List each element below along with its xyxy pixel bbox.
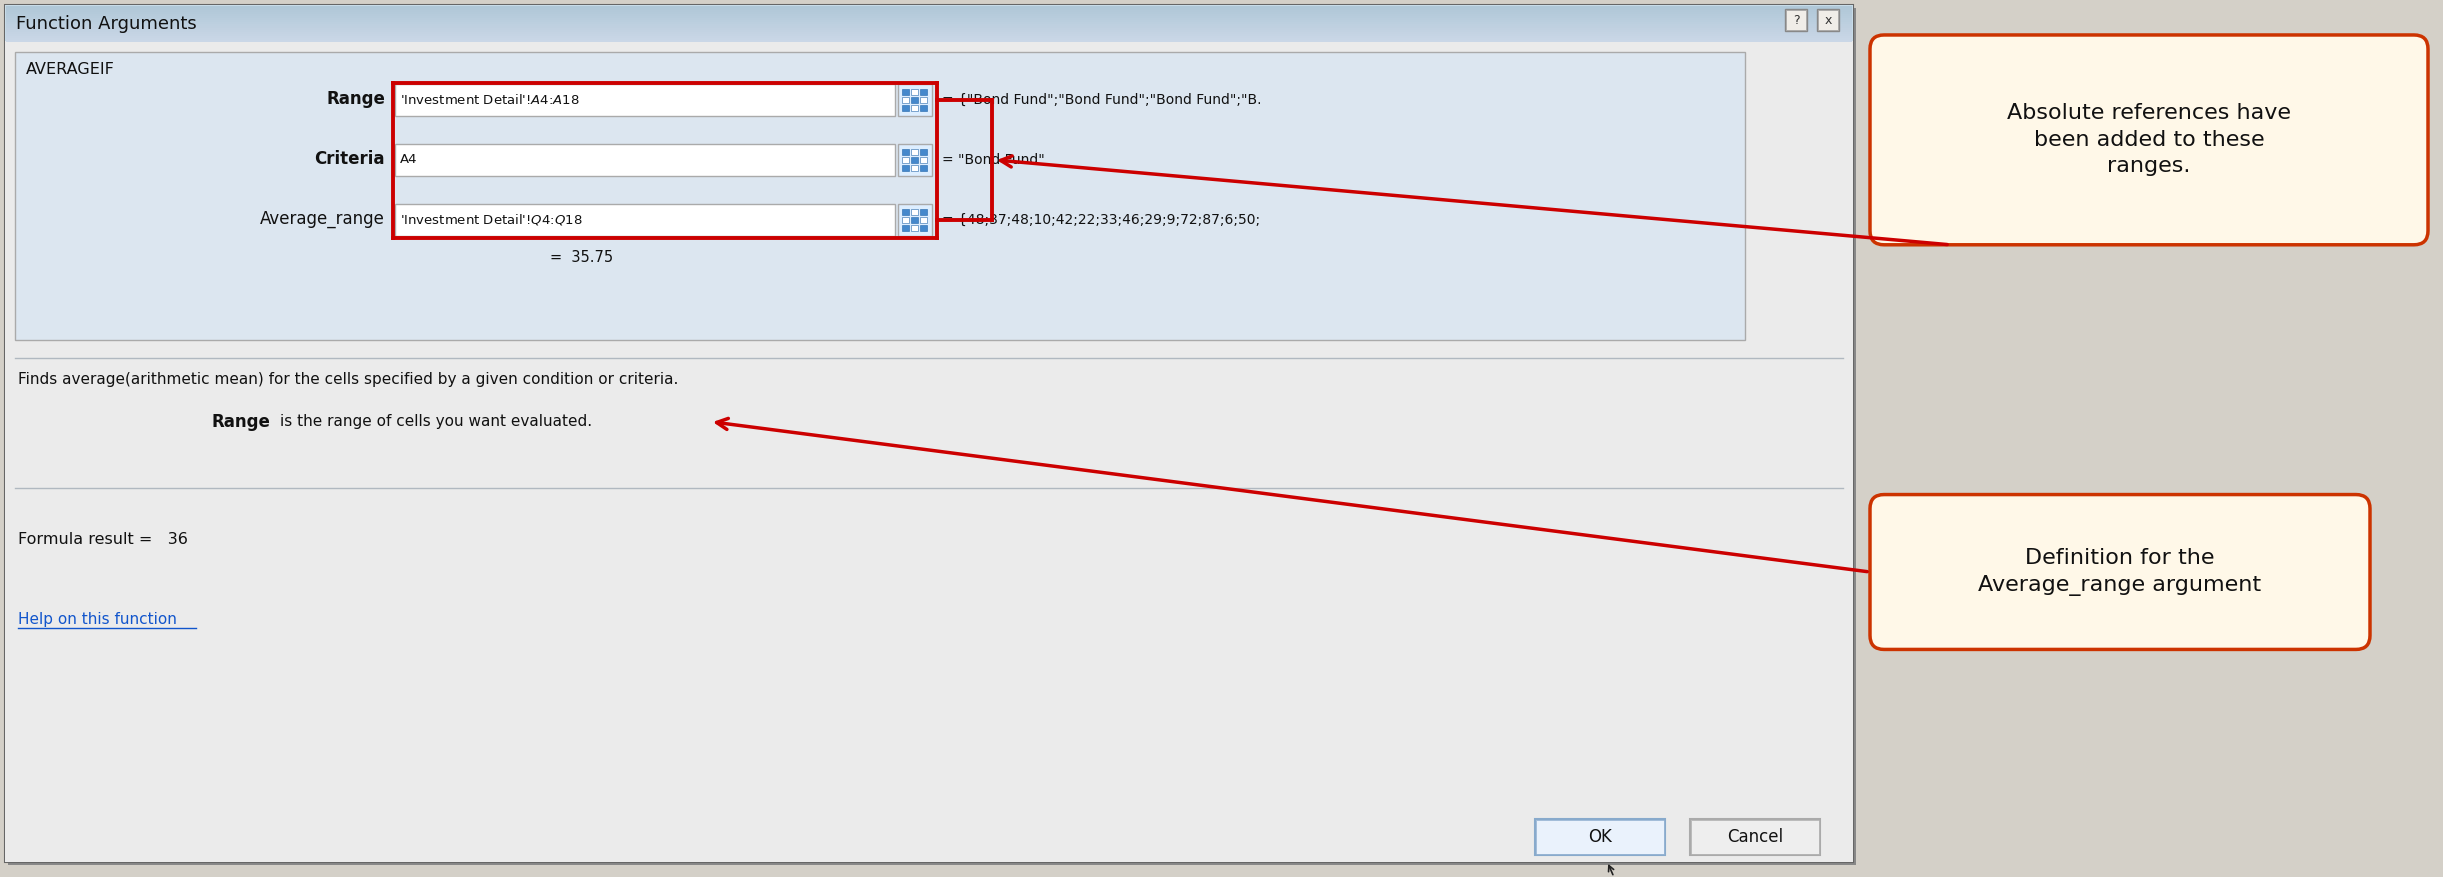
Bar xyxy=(1534,819,1666,855)
Bar xyxy=(5,38,1852,40)
Text: Range: Range xyxy=(325,90,386,108)
Bar xyxy=(5,10,1852,12)
Bar xyxy=(911,157,919,163)
Bar xyxy=(901,225,909,231)
FancyBboxPatch shape xyxy=(1869,35,2428,245)
Bar xyxy=(921,225,926,231)
Bar xyxy=(921,157,926,163)
Text: Function Arguments: Function Arguments xyxy=(17,15,198,33)
Bar xyxy=(15,52,1744,339)
Bar xyxy=(1786,9,1808,31)
Bar xyxy=(911,209,919,215)
Text: Help on this function: Help on this function xyxy=(17,612,176,627)
Bar xyxy=(5,8,1852,10)
Bar xyxy=(911,225,919,231)
Bar xyxy=(901,149,909,155)
Bar xyxy=(901,165,909,171)
Bar xyxy=(5,32,1852,34)
Bar xyxy=(911,217,919,223)
Text: Average_range: Average_range xyxy=(259,210,386,228)
Bar xyxy=(911,165,919,171)
Text: A4: A4 xyxy=(401,153,418,167)
Bar xyxy=(1818,10,1837,30)
Bar xyxy=(1691,819,1820,855)
Bar xyxy=(5,5,1852,862)
Text: OK: OK xyxy=(1588,828,1612,846)
Text: 'Investment Detail'!$Q$4:$Q$18: 'Investment Detail'!$Q$4:$Q$18 xyxy=(401,212,581,227)
Bar xyxy=(5,16,1852,18)
Bar xyxy=(1691,820,1820,854)
Bar xyxy=(396,203,894,236)
Bar xyxy=(5,22,1852,24)
Bar xyxy=(901,105,909,111)
Bar xyxy=(396,144,894,176)
Bar xyxy=(5,26,1852,28)
Text: 'Investment Detail'!$A$4:$A$18: 'Investment Detail'!$A$4:$A$18 xyxy=(401,93,579,107)
Bar xyxy=(5,40,1852,42)
Text: x: x xyxy=(1825,15,1832,27)
Bar xyxy=(921,97,926,103)
Text: =  35.75: = 35.75 xyxy=(550,250,613,265)
Bar xyxy=(921,149,926,155)
Text: is the range of cells you want evaluated.: is the range of cells you want evaluated… xyxy=(281,414,591,429)
Bar xyxy=(921,209,926,215)
Bar xyxy=(901,89,909,95)
Bar xyxy=(5,18,1852,20)
Bar xyxy=(5,28,1852,30)
Bar xyxy=(1818,9,1840,31)
Text: = {48;37;48;10;42;22;33;46;29;9;72;87;6;50;: = {48;37;48;10;42;22;33;46;29;9;72;87;6;… xyxy=(943,213,1261,227)
Bar xyxy=(901,217,909,223)
Bar xyxy=(921,217,926,223)
Text: Formula result =   36: Formula result = 36 xyxy=(17,532,188,547)
Text: Absolute references have
been added to these
ranges.: Absolute references have been added to t… xyxy=(2008,103,2292,176)
Bar xyxy=(5,5,1852,41)
Bar xyxy=(396,84,894,116)
Bar xyxy=(899,203,931,236)
Bar xyxy=(5,24,1852,26)
Text: Cancel: Cancel xyxy=(1727,828,1783,846)
Bar xyxy=(5,41,1852,862)
Bar xyxy=(899,144,931,176)
Text: = {"Bond Fund";"Bond Fund";"Bond Fund";"B.: = {"Bond Fund";"Bond Fund";"Bond Fund";"… xyxy=(943,93,1261,107)
Bar xyxy=(1786,10,1805,30)
Text: Finds average(arithmetic mean) for the cells specified by a given condition or c: Finds average(arithmetic mean) for the c… xyxy=(17,372,679,387)
Bar xyxy=(899,84,931,116)
Bar xyxy=(901,157,909,163)
Text: Range: Range xyxy=(210,413,271,431)
Bar xyxy=(901,97,909,103)
Text: ?: ? xyxy=(1793,15,1800,27)
Bar xyxy=(5,34,1852,36)
Text: Criteria: Criteria xyxy=(315,150,386,168)
Bar xyxy=(5,30,1852,32)
Bar xyxy=(921,165,926,171)
Bar xyxy=(5,20,1852,22)
Bar xyxy=(5,6,1852,8)
Text: AVERAGEIF: AVERAGEIF xyxy=(27,62,115,77)
Bar xyxy=(901,209,909,215)
Bar xyxy=(911,105,919,111)
Bar xyxy=(5,36,1852,38)
Bar xyxy=(921,105,926,111)
FancyBboxPatch shape xyxy=(1869,495,2370,650)
Bar xyxy=(1537,820,1664,854)
Bar xyxy=(7,8,1857,866)
Bar xyxy=(5,12,1852,14)
Bar xyxy=(5,14,1852,16)
Text: Definition for the
Average_range argument: Definition for the Average_range argumen… xyxy=(1979,548,2262,595)
Bar xyxy=(911,97,919,103)
Bar xyxy=(911,149,919,155)
Bar xyxy=(911,89,919,95)
Text: = "Bond Fund": = "Bond Fund" xyxy=(943,153,1046,167)
Bar xyxy=(921,89,926,95)
